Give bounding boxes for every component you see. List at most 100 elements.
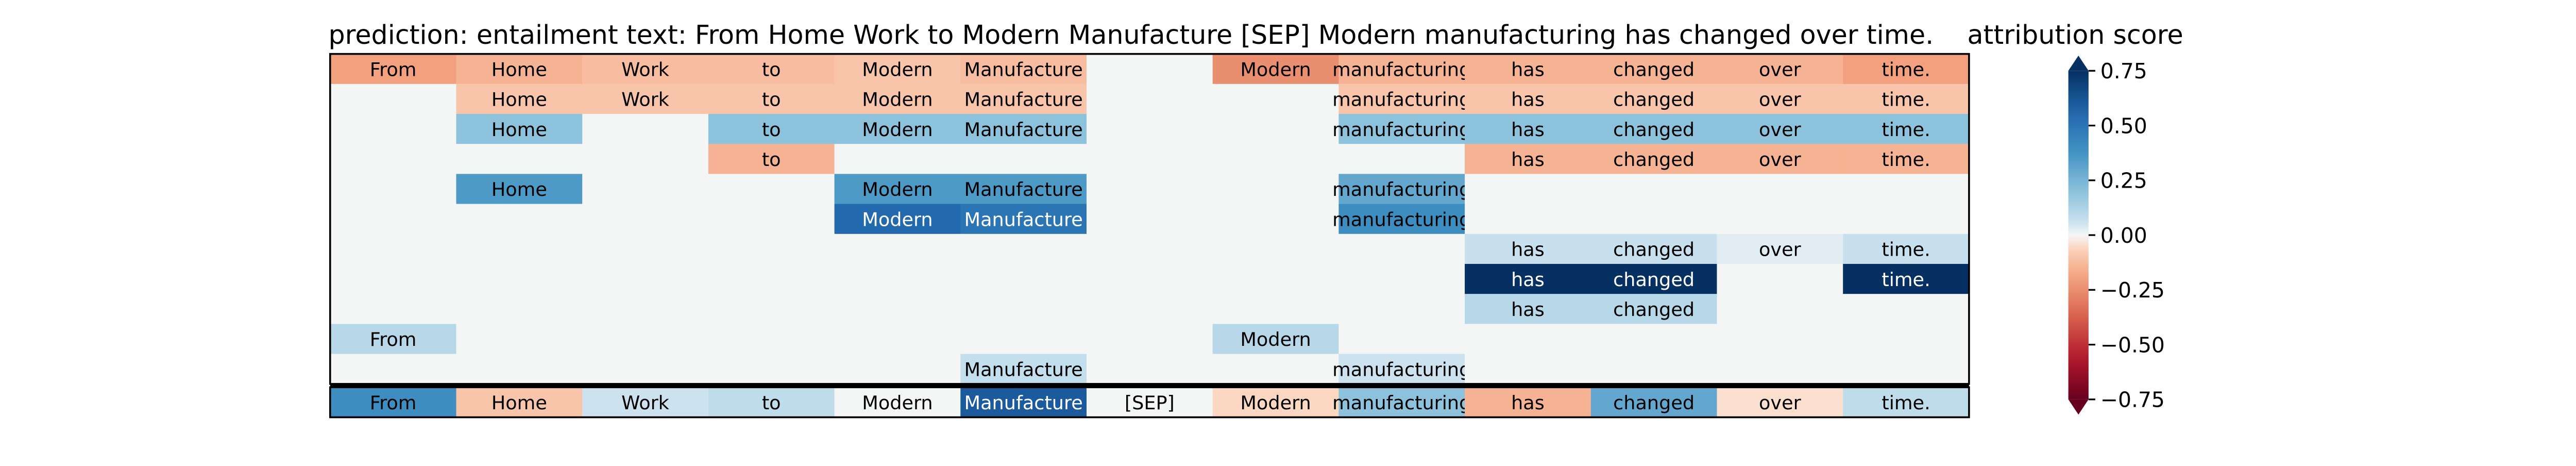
heatmap-label-r7-c9: has xyxy=(1511,269,1545,291)
heatmap-cell-r10-c0 xyxy=(330,354,456,385)
heatmap-cell-r3-c1 xyxy=(456,144,583,174)
heatmap-cell-r5-c11 xyxy=(1717,204,1843,235)
heatmap-cell-r5-c1 xyxy=(456,204,583,235)
heatmap-cell-r3-c0 xyxy=(330,144,456,174)
summary-label-r0-c8: manufacturing xyxy=(1332,392,1471,414)
heatmap-cell-r4-c0 xyxy=(330,174,456,205)
summary-cell-r0-c9 xyxy=(1465,387,1591,418)
heatmap-label-r1-c3: to xyxy=(762,89,781,111)
heatmap-label-r0-c11: over xyxy=(1759,58,1802,80)
heatmap-cell-r3-c10 xyxy=(1590,144,1717,174)
heatmap-cell-r0-c8 xyxy=(1338,54,1465,85)
heatmap-label-r5-c8: manufacturing xyxy=(1332,208,1471,230)
heatmap-cell-r5-c2 xyxy=(582,204,709,235)
heatmap-label-r9-c0: From xyxy=(370,328,417,351)
heatmap-cell-r0-c12 xyxy=(1843,54,1970,85)
heatmap-cell-r2-c6 xyxy=(1086,114,1213,144)
heatmap-label-r1-c11: over xyxy=(1759,89,1802,111)
heatmap-cell-r7-c0 xyxy=(330,263,456,294)
heatmap-cell-r4-c3 xyxy=(708,174,835,205)
heatmap-cell-r8-c11 xyxy=(1717,294,1843,324)
heatmap-cell-r3-c9 xyxy=(1465,144,1591,174)
heatmap-cell-r4-c9 xyxy=(1465,174,1591,205)
heatmap-cell-r4-c12 xyxy=(1843,174,1970,205)
heatmap-cell-r0-c4 xyxy=(834,54,961,85)
heatmap-cell-r5-c3 xyxy=(708,204,835,235)
heatmap-cell-r8-c8 xyxy=(1338,294,1465,324)
heatmap-cell-r9-c6 xyxy=(1086,324,1213,355)
summary-label-r0-c4: Modern xyxy=(862,392,933,414)
heatmap-label-r2-c1: Home xyxy=(492,119,547,141)
heatmap-cell-r9-c12 xyxy=(1843,324,1970,355)
summary-label-r0-c5: Manufacture xyxy=(964,392,1083,414)
heatmap-cell-r6-c3 xyxy=(708,234,835,264)
heatmap-label-r2-c4: Modern xyxy=(862,119,933,141)
heatmap-cell-r8-c2 xyxy=(582,294,709,324)
heatmap-cell-r3-c12 xyxy=(1843,144,1970,174)
heatmap-cell-r6-c11 xyxy=(1717,234,1843,264)
heatmap-frame xyxy=(329,53,1970,419)
summary-cell-r0-c8 xyxy=(1338,387,1465,418)
heatmap-cell-r2-c12 xyxy=(1843,114,1970,144)
heatmap-cell-r1-c0 xyxy=(330,84,456,114)
heatmap-cell-r8-c4 xyxy=(834,294,961,324)
heatmap-label-r1-c2: Work xyxy=(621,89,670,111)
heatmap-label-r0-c12: time. xyxy=(1882,58,1930,80)
heatmap-cell-r0-c0 xyxy=(330,54,456,85)
summary-label-r0-c12: time. xyxy=(1882,392,1930,414)
heatmap-cell-r1-c7 xyxy=(1212,84,1339,114)
heatmap-cell-r3-c11 xyxy=(1717,144,1843,174)
colorbar-extend-min xyxy=(2068,399,2089,415)
heatmap-cell-r7-c1 xyxy=(456,263,583,294)
heatmap-cells: From Home Work to Modern Manufacture Modern man… xyxy=(330,54,1970,418)
heatmap-cell-r10-c8 xyxy=(1338,354,1465,385)
heatmap-label-r4-c1: Home xyxy=(492,178,547,201)
heatmap-label-r4-c8: manufacturing xyxy=(1332,178,1471,201)
heatmap-cell-r4-c5 xyxy=(960,174,1087,205)
heatmap-cell-r8-c1 xyxy=(456,294,583,324)
heatmap-cell-r3-c8 xyxy=(1338,144,1465,174)
summary-label-r0-c1: Home xyxy=(492,392,547,414)
heatmap-cell-r6-c0 xyxy=(330,234,456,264)
chart-title: prediction: entailment text: From Home W… xyxy=(329,20,1934,50)
heatmap-label-r2-c9: has xyxy=(1511,119,1545,141)
heatmap-cell-r10-c7 xyxy=(1212,354,1339,385)
heatmap-cell-r10-c1 xyxy=(456,354,583,385)
heatmap-label-r1-c4: Modern xyxy=(862,89,933,111)
summary-label-r0-c3: to xyxy=(762,392,781,414)
heatmap-label-r1-c10: changed xyxy=(1613,89,1694,111)
colorbar-label: attribution score xyxy=(1967,20,2183,50)
heatmap-cell-r6-c12 xyxy=(1843,234,1970,264)
heatmap-cell-r1-c4 xyxy=(834,84,961,114)
heatmap-cell-r10-c10 xyxy=(1590,354,1717,385)
heatmap-cell-r6-c2 xyxy=(582,234,709,264)
heatmap-label-r0-c4: Modern xyxy=(862,58,933,80)
heatmap-cell-r7-c5 xyxy=(960,263,1087,294)
heatmap-cell-r1-c8 xyxy=(1338,84,1465,114)
heatmap-cell-r10-c12 xyxy=(1843,354,1970,385)
heatmap-label-r1-c5: Manufacture xyxy=(964,89,1083,111)
heatmap-cell-r4-c2 xyxy=(582,174,709,205)
heatmap-label-r7-c10: changed xyxy=(1613,269,1694,291)
heatmap-label-r6-c10: changed xyxy=(1613,239,1694,261)
heatmap-label-r2-c11: over xyxy=(1759,119,1802,141)
heatmap-cell-r9-c7 xyxy=(1212,324,1339,355)
heatmap-label-r6-c9: has xyxy=(1511,239,1545,261)
summary-cell-r0-c1 xyxy=(456,387,583,418)
heatmap-cell-r0-c6 xyxy=(1086,54,1213,85)
heatmap-cell-r10-c2 xyxy=(582,354,709,385)
heatmap-cell-r9-c0 xyxy=(330,324,456,355)
summary-cell-r0-c6 xyxy=(1086,387,1213,418)
heatmap-cell-r9-c1 xyxy=(456,324,583,355)
heatmap-cell-r8-c9 xyxy=(1465,294,1591,324)
colorbar-tick-label-5: −0.50 xyxy=(2100,332,2165,357)
heatmap-cell-r2-c3 xyxy=(708,114,835,144)
heatmap-cell-r9-c3 xyxy=(708,324,835,355)
heatmap-label-r1-c1: Home xyxy=(492,89,547,111)
heatmap-cell-r0-c9 xyxy=(1465,54,1591,85)
heatmap-cell-r6-c10 xyxy=(1590,234,1717,264)
heatmap-cell-r4-c4 xyxy=(834,174,961,205)
colorbar: 0.75 0.50 0.25 0.00 −0.25 −0.50 −0.75 xyxy=(2068,55,2165,415)
heatmap-cell-r8-c12 xyxy=(1843,294,1970,324)
